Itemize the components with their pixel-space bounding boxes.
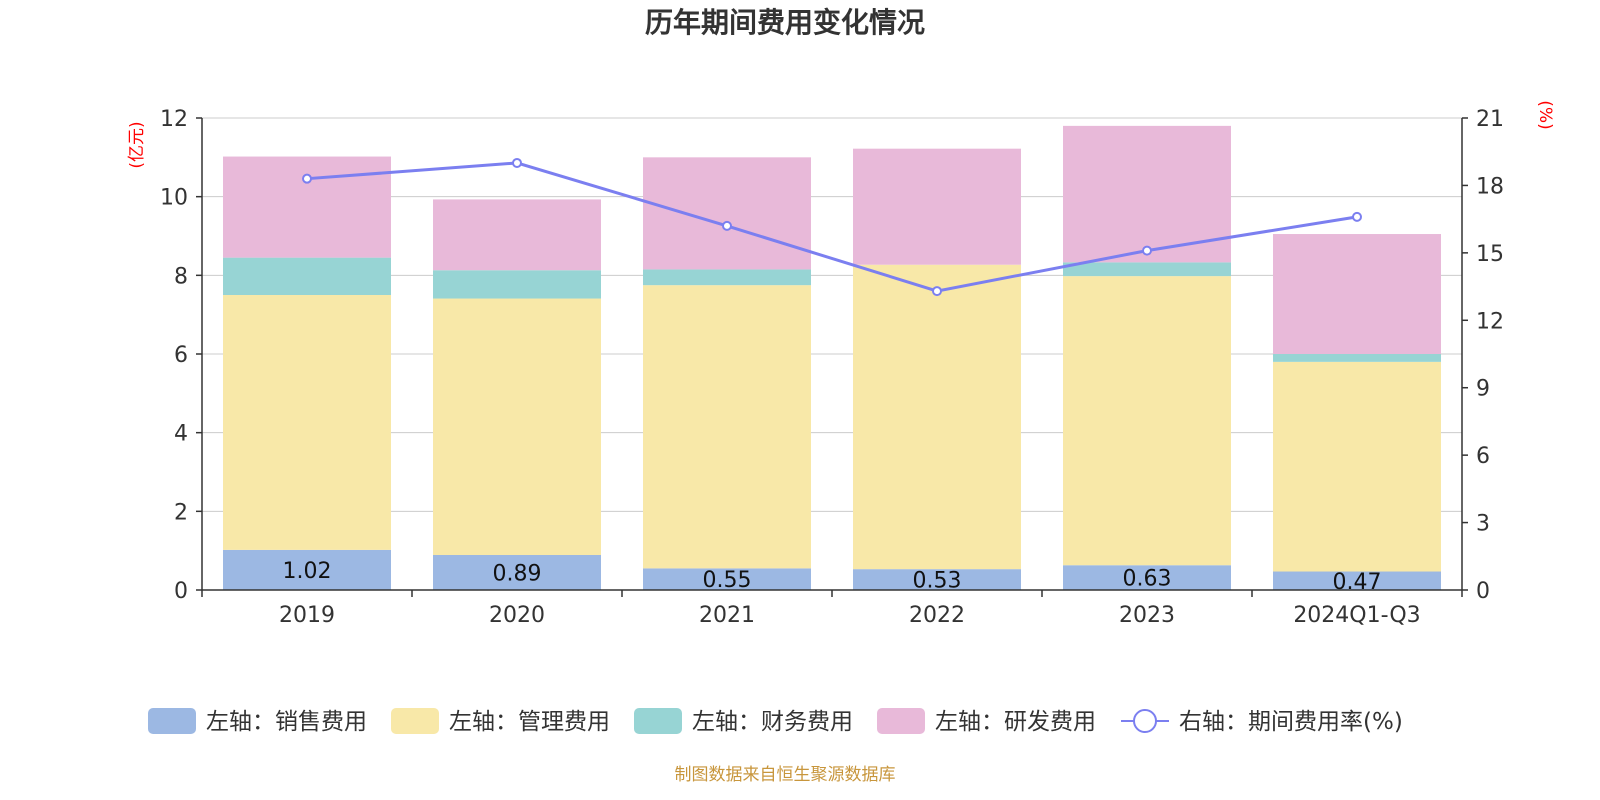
expense-rate-point: [1142, 245, 1152, 256]
right-tick-label: 3: [1476, 512, 1490, 537]
legend-circle-icon: [1133, 709, 1157, 733]
bar-1-2019: [223, 549, 391, 590]
legend-swatch: [634, 708, 682, 734]
bar-4-2021: [643, 157, 811, 270]
left-tick-label: 12: [160, 107, 188, 132]
axes: 0 2 4 6 8 10 12 0 3 6 9 12 15 18 21 2019 2020 2021 2022 202…: [160, 107, 1504, 628]
x-tick-label: 2023: [1119, 603, 1175, 628]
expense-rate-point: [932, 286, 942, 297]
left-tick-label: 10: [160, 186, 188, 211]
bar-4-2023: [1063, 125, 1231, 263]
left-tick-label: 0: [174, 579, 188, 604]
expense-rate-point: [512, 157, 522, 168]
bar-2-2023: [1063, 276, 1231, 566]
legend-label: 左轴：财务费用: [692, 709, 853, 735]
bar-1-2022: [853, 569, 1021, 590]
right-tick-label: 6: [1476, 444, 1490, 469]
sales-expense-label: 0.89: [493, 561, 542, 586]
right-tick-label: 18: [1476, 174, 1504, 199]
x-tick-label: 2021: [699, 603, 755, 628]
expense-rate-line: [302, 157, 1362, 297]
data-source-note: 制图数据来自恒生聚源数据库: [675, 765, 896, 785]
legend: 左轴：销售费用 左轴：管理费用 左轴：财务费用 左轴：研发费用 右轴：期间费用率(%): [148, 708, 1403, 735]
legend-label: 左轴：研发费用: [935, 709, 1096, 735]
right-axis-unit: (%): [1535, 100, 1555, 129]
x-tick-label: 2024Q1-Q3: [1293, 603, 1420, 628]
bar-3-2019: [223, 257, 391, 295]
expense-rate-point: [1352, 211, 1362, 222]
bar-4-2020: [433, 199, 601, 271]
bar-1-2023: [1063, 565, 1231, 590]
x-tick-label: 2019: [279, 603, 335, 628]
bar-2-2022: [853, 264, 1021, 570]
x-tick-label: 2020: [489, 603, 545, 628]
bar-1-2020: [433, 554, 601, 590]
legend-swatch: [148, 708, 196, 734]
left-tick-label: 8: [174, 264, 188, 289]
right-tick-label: 21: [1476, 107, 1504, 132]
right-tick-label: 12: [1476, 309, 1504, 334]
bar-1-2024q1-q3: [1273, 571, 1441, 590]
bar-4-2019: [223, 156, 391, 258]
sales-expense-label: 0.63: [1123, 567, 1172, 592]
legend-label: 左轴：管理费用: [449, 709, 610, 735]
right-tick-label: 0: [1476, 579, 1490, 604]
right-tick-label: 9: [1476, 377, 1490, 402]
bar-1-2021: [643, 568, 811, 590]
legend-swatch: [877, 708, 925, 734]
bar-3-2023: [1063, 262, 1231, 277]
right-tick-label: 15: [1476, 242, 1504, 267]
expense-rate-point: [302, 173, 312, 184]
bar-3-2024q1-q3: [1273, 354, 1441, 362]
legend-label: 右轴：期间费用率(%): [1179, 709, 1403, 735]
sales-expense-label: 0.47: [1333, 570, 1382, 595]
bar-2-2019: [223, 295, 391, 550]
bar-2-2020: [433, 298, 601, 555]
bar-4-2022: [853, 148, 1021, 265]
bars: 1.02 0.89 0.55 0.53 0.63 0.47: [223, 125, 1441, 595]
grid-lines: [202, 117, 1462, 512]
bar-2-2021: [643, 285, 811, 569]
bar-4-2024q1-q3: [1273, 234, 1441, 354]
bar-2-2024q1-q3: [1273, 361, 1441, 572]
sales-expense-label: 0.55: [703, 568, 752, 593]
bar-3-2020: [433, 270, 601, 299]
legend-swatch: [391, 708, 439, 734]
left-axis-unit: (亿元): [127, 121, 147, 168]
left-tick-label: 2: [174, 500, 188, 525]
left-tick-label: 6: [174, 343, 188, 368]
legend-label: 左轴：销售费用: [206, 709, 367, 735]
chart-title: 历年期间费用变化情况: [645, 6, 925, 39]
left-tick-label: 4: [174, 422, 188, 447]
x-tick-label: 2022: [909, 603, 965, 628]
expense-rate-path: [306, 161, 1358, 293]
bar-3-2021: [643, 269, 811, 286]
sales-expense-label: 1.02: [283, 559, 332, 584]
expense-rate-point: [722, 220, 732, 231]
